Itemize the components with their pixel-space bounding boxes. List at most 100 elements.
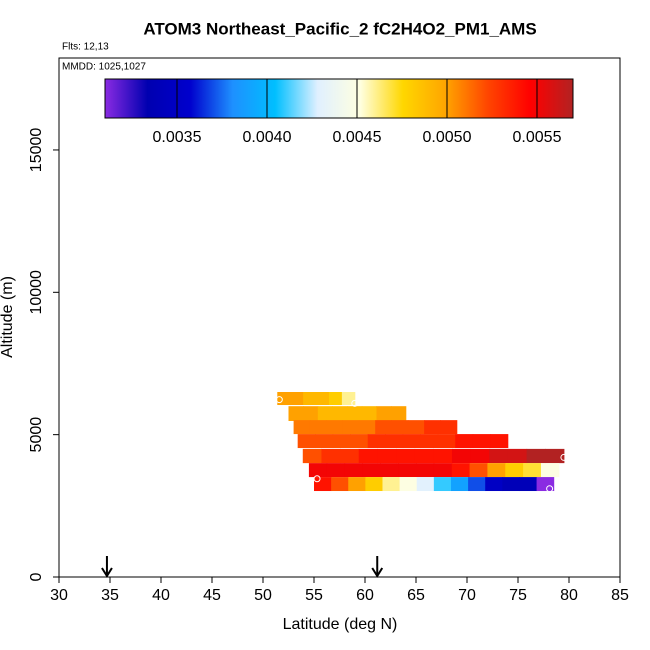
colorbar [104, 78, 574, 119]
curtain-cell [302, 448, 322, 464]
plot-frame [58, 57, 621, 578]
curtain-cell [399, 477, 418, 492]
curtain-cell [437, 434, 456, 449]
curtain-cell [347, 406, 363, 421]
curtain-row [277, 392, 356, 406]
curtain-cell [502, 477, 520, 492]
curtain-cell [377, 448, 397, 464]
curtain-cell [297, 434, 316, 449]
curtain-cell [469, 463, 488, 478]
sample-point [546, 485, 554, 493]
curtain-row [302, 448, 565, 464]
curtain-cell [414, 448, 434, 464]
curtain-cell [288, 406, 304, 421]
curtain-cell [314, 477, 332, 492]
curtain-cell [328, 392, 343, 406]
curtain-cell [331, 477, 349, 492]
curtain-cell [523, 463, 542, 478]
curtain-cell [433, 463, 453, 478]
curtain-cell [519, 477, 538, 492]
x-tick-label: 50 [254, 587, 272, 604]
curtain-cell [507, 448, 528, 464]
x-tick-label: 80 [560, 587, 578, 604]
curtain-cell [424, 420, 441, 435]
curtain-cell [490, 434, 509, 449]
curtain-cell [526, 448, 546, 464]
x-tick-label: 45 [203, 587, 221, 604]
curtain-cell [362, 463, 381, 478]
curtain-cell [308, 463, 328, 478]
curtain-cell [545, 448, 565, 464]
y-axis-label: Altitude (m) [0, 276, 16, 358]
curtain-cell [309, 420, 327, 435]
curtain-cell [303, 406, 319, 421]
colorbar-tick-label: 0.0040 [243, 129, 292, 146]
curtain-cell [450, 477, 469, 492]
curtain-cell [420, 434, 439, 449]
x-tick-label: 60 [356, 587, 374, 604]
x-tick-label: 35 [101, 587, 119, 604]
dates-label: MMDD: 1025,1027 [62, 62, 146, 73]
curtain-cell [451, 463, 471, 478]
chart-title: ATOM3 Northeast_Pacific_2 fC2H4O2_PM1_AM… [143, 19, 536, 38]
sample-point [560, 453, 568, 461]
curtain-cell [505, 463, 524, 478]
curtain-cell [385, 434, 404, 449]
curtain-cell [316, 392, 330, 406]
y-tick-label: 15000 [28, 128, 45, 173]
x-tick-label: 65 [407, 587, 425, 604]
curtain-cell [341, 392, 356, 406]
colorbar-tick-label: 0.0050 [423, 129, 472, 146]
curtain-cell [290, 392, 304, 406]
curtain-cell [277, 392, 291, 406]
x-tick-label: 70 [458, 587, 476, 604]
flights-label: Flts: 12,13 [62, 42, 109, 53]
curtain-row [297, 434, 509, 449]
x-tick-label: 40 [152, 587, 170, 604]
sample-point [275, 396, 283, 404]
curtain-row [308, 463, 560, 478]
y-tick-label: 0 [28, 572, 45, 581]
curtain-cell [485, 477, 503, 492]
y-tick-label: 5000 [28, 417, 45, 453]
curtain-cell [326, 463, 346, 478]
curtain-cell [348, 477, 366, 492]
curtain-row [288, 406, 407, 421]
colorbar-tick-label: 0.0035 [153, 129, 202, 146]
curtain-cell [380, 463, 399, 478]
curtain-cell [332, 434, 351, 449]
curtain-cell [315, 434, 334, 449]
curtain-cell [361, 406, 377, 421]
curtain-cell [340, 448, 360, 464]
curtain-cell [344, 463, 363, 478]
curtain-cell [375, 420, 393, 435]
x-axis-label: Latitude (deg N) [283, 616, 398, 633]
curtain-cell [358, 448, 378, 464]
curtain-cell [416, 477, 435, 492]
curtain-cell [402, 434, 421, 449]
curtain-cell [376, 406, 392, 421]
location-arrow [101, 556, 113, 578]
curtain-cell [451, 448, 472, 464]
curtain-cell [365, 477, 383, 492]
curtain-cell [398, 463, 417, 478]
curtain-cell [326, 420, 344, 435]
curtain-cell [321, 448, 341, 464]
curtain-cell [472, 434, 491, 449]
curtain-cell [440, 420, 458, 435]
curtain-cell [468, 477, 486, 492]
sample-point [313, 475, 321, 483]
curtain-cell [391, 406, 407, 421]
location-arrow [371, 556, 384, 578]
curtain-cell [358, 420, 376, 435]
x-tick-label: 55 [305, 587, 323, 604]
curtain-cell [433, 448, 453, 464]
curtain-cell [303, 392, 317, 406]
curtain-cell [293, 420, 311, 435]
curtain-cell [350, 434, 369, 449]
sample-point [351, 399, 359, 407]
curtain-cell [342, 420, 360, 435]
curtain-cell [391, 420, 409, 435]
y-tick-label: 10000 [28, 270, 45, 315]
